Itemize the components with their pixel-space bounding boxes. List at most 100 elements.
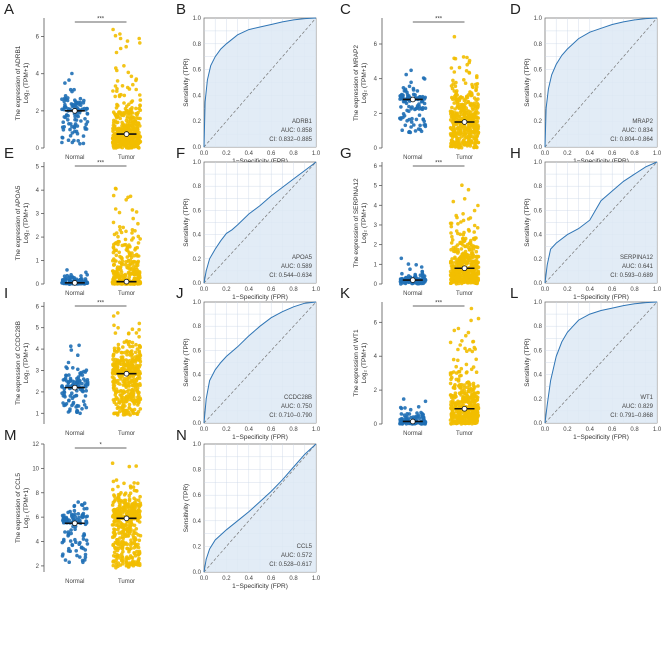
data-point bbox=[467, 123, 471, 128]
data-point bbox=[471, 392, 476, 397]
data-point bbox=[127, 250, 131, 255]
data-point bbox=[115, 145, 120, 149]
data-point bbox=[460, 96, 465, 100]
y-tick-label: 4 bbox=[374, 203, 378, 209]
data-point bbox=[131, 344, 135, 349]
data-point bbox=[419, 265, 424, 269]
data-point bbox=[476, 203, 480, 208]
data-point bbox=[136, 241, 141, 245]
data-point bbox=[60, 554, 65, 558]
data-point bbox=[457, 136, 462, 141]
median-dot bbox=[72, 520, 78, 527]
data-point bbox=[412, 123, 416, 127]
data-point bbox=[127, 402, 132, 407]
data-point bbox=[131, 128, 135, 132]
data-point bbox=[134, 537, 138, 542]
data-point bbox=[455, 215, 459, 220]
data-point bbox=[66, 533, 71, 537]
data-point bbox=[452, 56, 456, 61]
data-point bbox=[449, 231, 453, 235]
data-point bbox=[128, 116, 133, 121]
y-tick-label: 0.0 bbox=[534, 145, 543, 151]
x-tick-label: 0.0 bbox=[541, 427, 550, 433]
data-point bbox=[470, 349, 475, 354]
data-point bbox=[76, 353, 80, 358]
significance-label: *** bbox=[97, 301, 105, 307]
x-tick-label: 0.4 bbox=[586, 287, 595, 293]
x-axis-title: 1−Specificity (FPR) bbox=[232, 583, 288, 590]
data-point bbox=[128, 350, 133, 354]
data-point bbox=[134, 531, 138, 535]
y-tick-label: 0 bbox=[36, 146, 40, 152]
data-point bbox=[423, 399, 428, 404]
data-point bbox=[400, 128, 405, 132]
data-point bbox=[113, 113, 118, 118]
x-category-label: Tumor bbox=[118, 155, 135, 161]
data-point bbox=[455, 273, 460, 278]
data-point bbox=[407, 276, 411, 281]
y-tick-label: 0.2 bbox=[534, 397, 543, 403]
y-tick-label: 0.8 bbox=[193, 468, 202, 474]
median-dot bbox=[409, 418, 416, 425]
data-point bbox=[469, 244, 474, 249]
panel-label: N bbox=[176, 427, 187, 444]
data-point bbox=[461, 251, 466, 256]
panel-c: C 0 2 4 6 The expression of MRAP2 Log₂ (TPM+1)… bbox=[340, 1, 481, 161]
data-point bbox=[400, 271, 404, 276]
data-point bbox=[125, 542, 130, 547]
data-point bbox=[66, 118, 70, 122]
data-point bbox=[476, 130, 481, 135]
data-point bbox=[111, 383, 116, 388]
data-point bbox=[71, 102, 75, 107]
data-point bbox=[128, 194, 133, 199]
data-point bbox=[422, 97, 427, 101]
data-point bbox=[138, 103, 142, 108]
data-point bbox=[473, 385, 477, 389]
diagonal-reference-line bbox=[544, 301, 658, 424]
gene-label: SERPINA12 bbox=[620, 255, 654, 261]
diagonal-reference-line bbox=[203, 17, 317, 148]
data-point bbox=[454, 245, 458, 249]
data-point bbox=[464, 333, 468, 338]
data-point bbox=[112, 550, 117, 555]
data-point bbox=[127, 375, 132, 379]
y-tick-label: 0.8 bbox=[534, 42, 543, 48]
data-point bbox=[137, 321, 142, 326]
data-point bbox=[70, 542, 74, 547]
data-point bbox=[471, 247, 476, 251]
data-point bbox=[132, 481, 136, 485]
data-point bbox=[138, 353, 143, 358]
data-point bbox=[463, 101, 468, 105]
group-tumor-points bbox=[448, 306, 481, 426]
x-tick-label: 0.6 bbox=[267, 151, 276, 157]
data-point bbox=[132, 272, 137, 277]
data-point bbox=[404, 89, 408, 93]
y-tick-label: 0.4 bbox=[534, 233, 543, 239]
data-point bbox=[111, 500, 116, 505]
gene-label: WT1 bbox=[640, 395, 653, 401]
data-point bbox=[456, 358, 460, 363]
data-point bbox=[71, 366, 75, 370]
data-point bbox=[110, 503, 115, 507]
x-category-label: Normal bbox=[403, 155, 422, 161]
data-point bbox=[471, 339, 475, 344]
x-tick-label: 0.2 bbox=[222, 287, 231, 293]
y-tick-label: 3 bbox=[36, 368, 40, 374]
y-tick-label: 0.0 bbox=[193, 281, 202, 287]
ci-label: CI: 0.832–0.885 bbox=[269, 137, 312, 143]
y-tick-label: 2 bbox=[374, 111, 378, 117]
data-point bbox=[118, 282, 123, 286]
data-point bbox=[121, 122, 125, 126]
data-point bbox=[401, 397, 406, 401]
data-point bbox=[112, 125, 117, 129]
data-point bbox=[124, 560, 129, 564]
data-point bbox=[134, 489, 139, 493]
y-tick-label: 0.4 bbox=[193, 519, 202, 525]
data-point bbox=[131, 359, 135, 364]
y-tick-label: 6 bbox=[36, 515, 40, 521]
y-axis-subtitle: Log₂ (TPM+1) bbox=[23, 488, 30, 529]
data-point bbox=[459, 417, 463, 422]
data-point bbox=[114, 187, 118, 191]
data-point bbox=[450, 400, 455, 405]
data-point bbox=[455, 111, 459, 115]
